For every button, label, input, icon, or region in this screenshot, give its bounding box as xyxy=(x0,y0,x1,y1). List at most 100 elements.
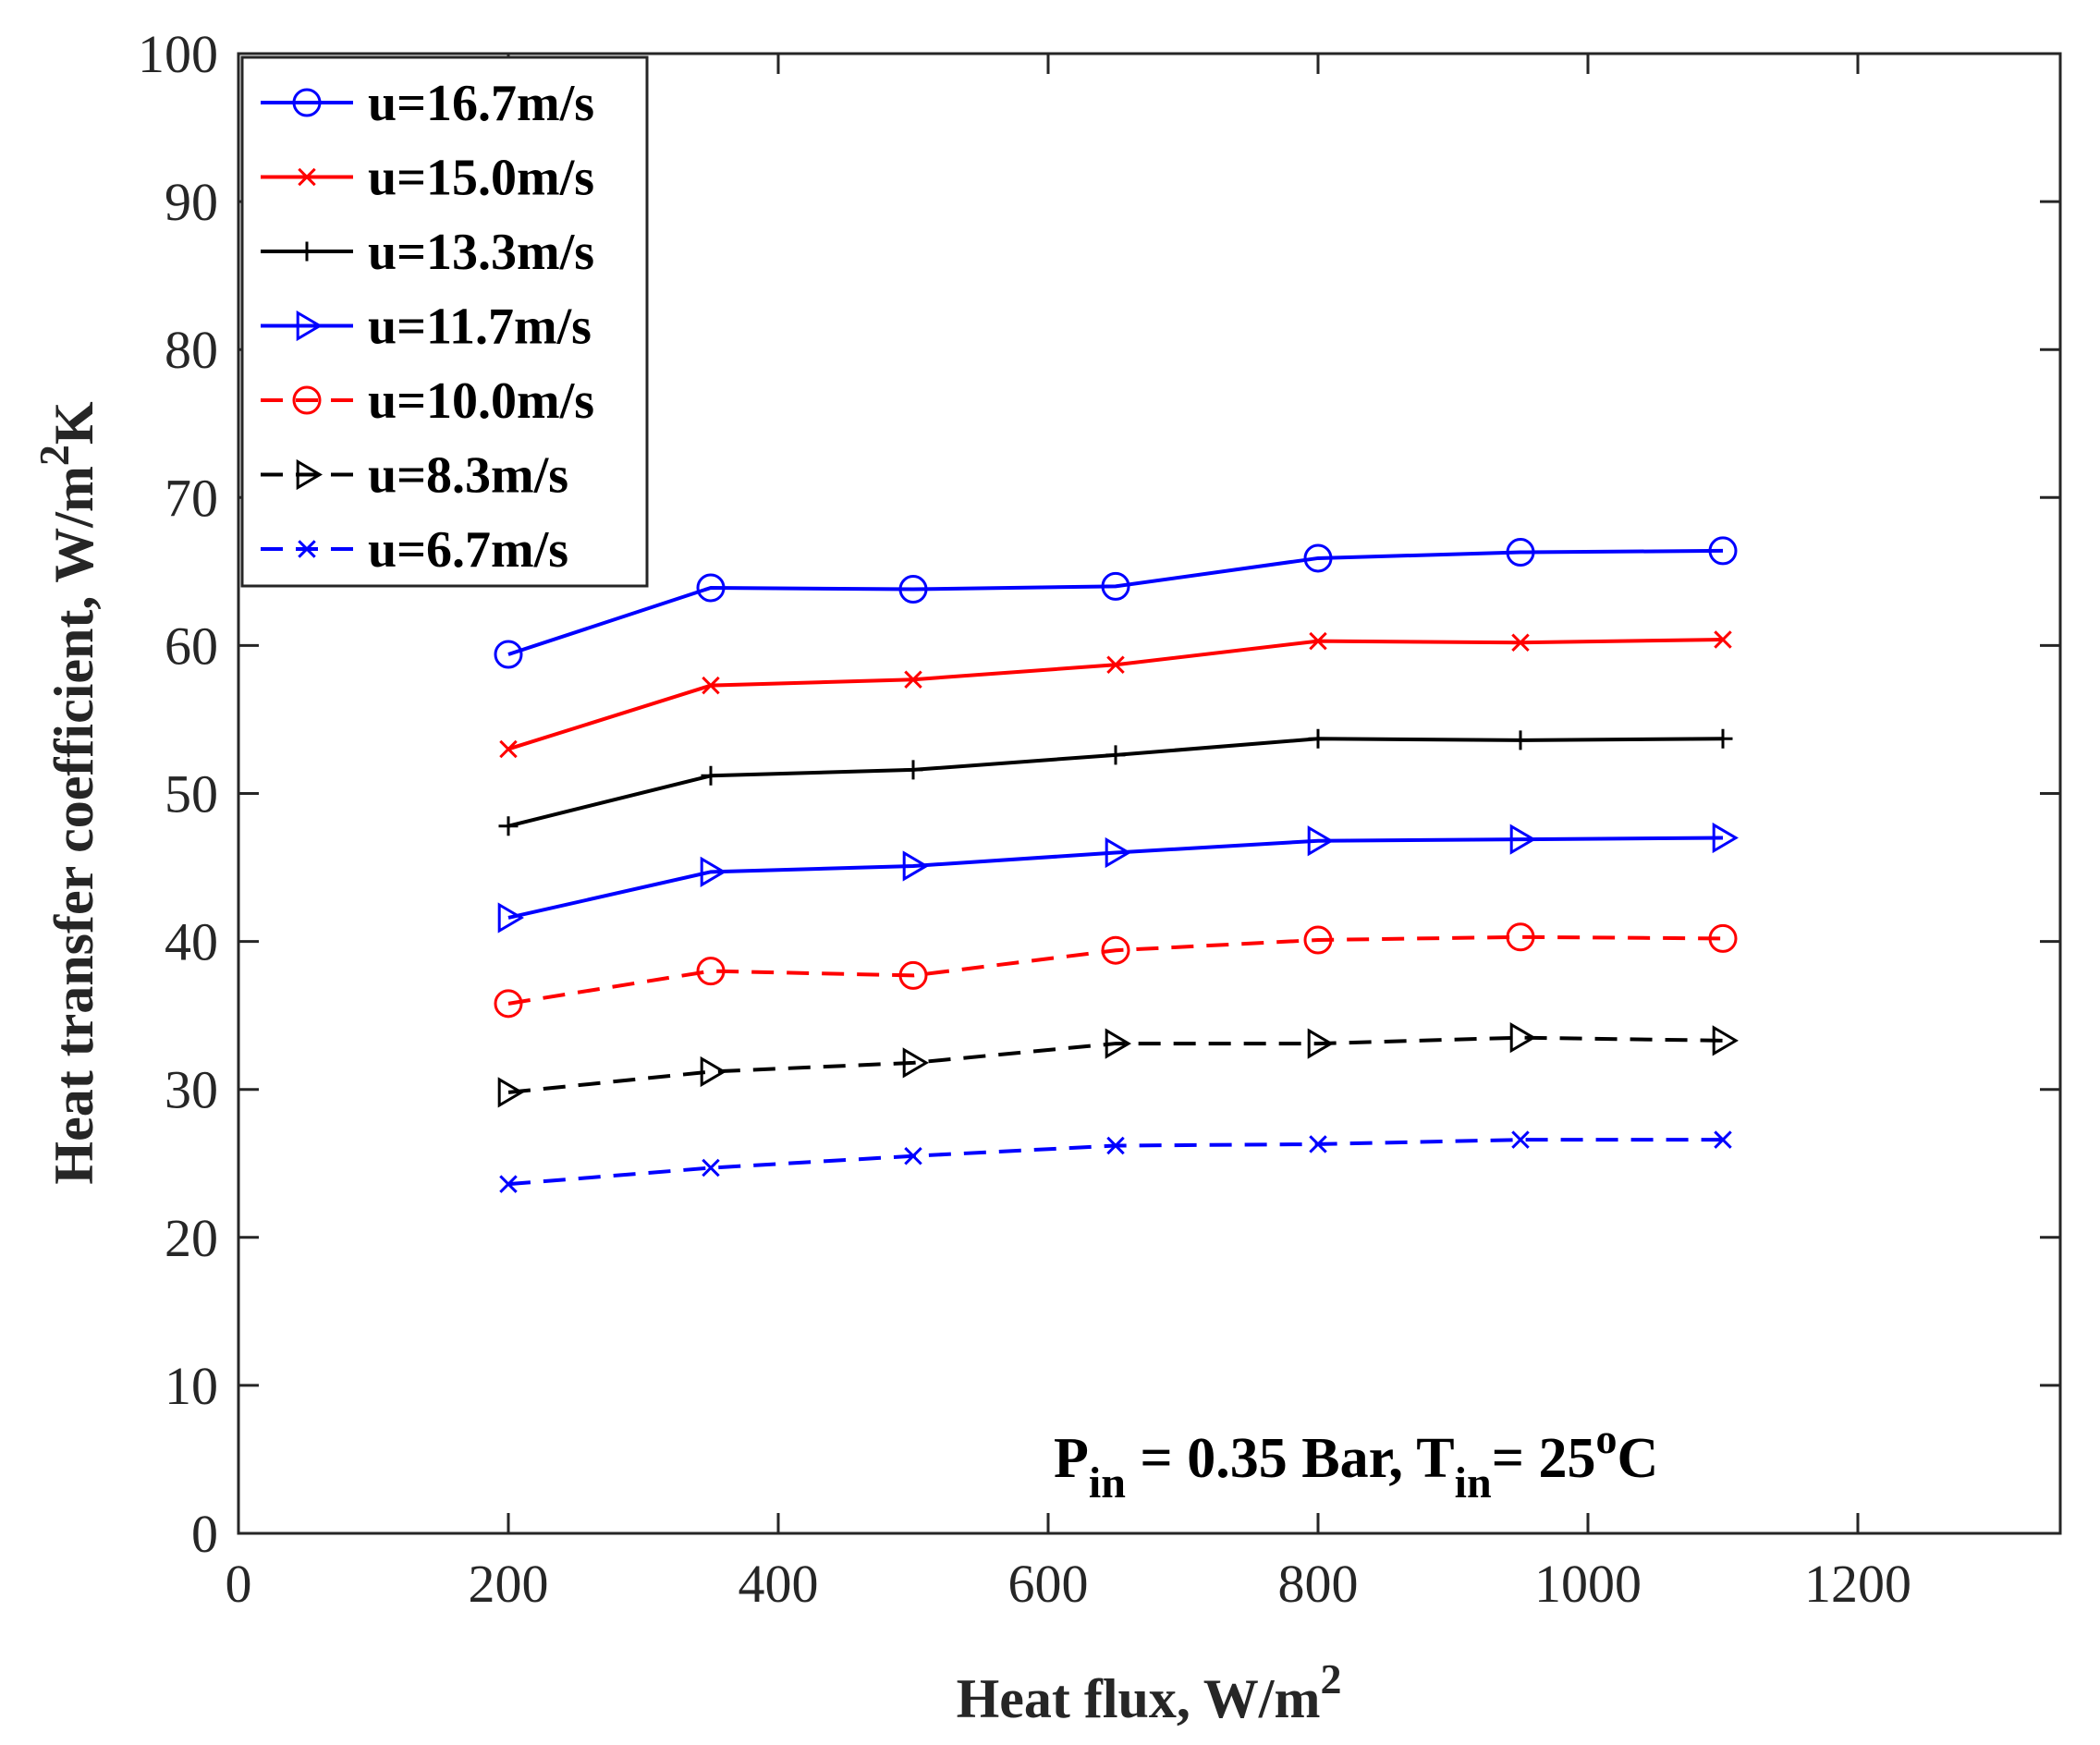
x-axis-title-main: Heat flux, W/m xyxy=(957,1668,1321,1729)
marker-circle xyxy=(898,960,928,990)
y-axis-title-tail: K xyxy=(43,401,104,445)
marker-triangle xyxy=(296,458,323,491)
anno-deg-sup: o xyxy=(1596,1415,1618,1462)
series-5 xyxy=(497,1022,1739,1108)
series-1 xyxy=(499,630,1732,759)
marker-circle xyxy=(1708,923,1738,953)
condition-annotation: Pin = 0.35 Bar, Tin= 25oC xyxy=(1054,1415,1658,1507)
x-tick-label: 1000 xyxy=(1534,1554,1642,1614)
marker-x xyxy=(702,1158,720,1178)
marker-plus xyxy=(498,816,519,836)
series-line xyxy=(507,934,1724,1006)
marker-triangle xyxy=(1712,822,1739,854)
marker-circle xyxy=(1506,922,1535,952)
x-tick-label: 800 xyxy=(1278,1554,1359,1614)
marker-circle xyxy=(1303,543,1333,573)
y-tick-label: 60 xyxy=(165,616,218,676)
marker-triangle xyxy=(1712,1025,1739,1056)
marker-plus xyxy=(1105,745,1126,765)
marker-triangle xyxy=(497,902,524,934)
marker-plus xyxy=(1308,728,1328,749)
y-tick-label: 70 xyxy=(165,468,218,528)
y-tick-label: 90 xyxy=(165,172,218,232)
legend: u=16.7m/s u=15.0m/s u=13.3m/s u=11.7m/s u=10… xyxy=(240,55,649,588)
legend-item: u=10.0m/s xyxy=(261,372,594,430)
y-tick-label: 50 xyxy=(165,764,218,824)
y-tick-label: 0 xyxy=(191,1504,218,1564)
marker-circle xyxy=(1506,538,1535,567)
marker-x xyxy=(1511,633,1530,652)
y-tick-label: 100 xyxy=(138,24,218,84)
legend-label: u=10.0m/s xyxy=(368,372,594,430)
series-3 xyxy=(497,822,1739,934)
marker-x xyxy=(298,167,316,187)
x-tick-label: 400 xyxy=(739,1554,819,1614)
series-line xyxy=(507,548,1724,656)
marker-circle xyxy=(292,88,322,117)
marker-triangle xyxy=(1307,825,1334,857)
y-tick-label: 30 xyxy=(165,1060,218,1120)
legend-label: u=6.7m/s xyxy=(368,521,568,579)
marker-triangle xyxy=(1307,1028,1334,1059)
marker-x xyxy=(499,739,518,759)
tick-layer: 0 200 400 600 800 1000 1200 0 10 20 30 40 50 60 70 80 90… xyxy=(138,24,2060,1614)
marker-circle xyxy=(494,640,523,669)
marker-circle xyxy=(1101,571,1130,601)
marker-triangle xyxy=(700,1056,726,1088)
marker-triangle xyxy=(1105,836,1131,869)
marker-circle xyxy=(696,573,726,603)
legend-item: u=6.7m/s xyxy=(261,521,568,579)
anno-p-sub: in xyxy=(1089,1458,1126,1507)
marker-triangle xyxy=(497,1077,524,1108)
marker-circle xyxy=(1101,935,1130,965)
anno-unit: C xyxy=(1618,1427,1659,1490)
marker-plus xyxy=(1510,730,1531,750)
marker-plus xyxy=(1713,728,1733,749)
marker-x xyxy=(298,540,316,558)
marker-x xyxy=(1106,655,1125,674)
legend-box xyxy=(240,55,649,588)
series-4 xyxy=(494,922,1738,1019)
legend-item: u=11.7m/s xyxy=(261,299,592,356)
marker-circle xyxy=(696,957,726,986)
marker-x xyxy=(1714,630,1732,649)
marker-circle xyxy=(898,575,928,604)
marker-x xyxy=(904,670,922,689)
marker-plus xyxy=(297,241,317,262)
marker-triangle xyxy=(1105,1028,1131,1059)
marker-plus xyxy=(701,765,721,786)
marker-triangle xyxy=(1509,824,1536,855)
anno-t-sub: in xyxy=(1455,1458,1492,1507)
legend-label: u=15.0m/s xyxy=(368,150,594,207)
anno-t-value: = 25 xyxy=(1492,1427,1596,1490)
marker-x xyxy=(1106,1136,1125,1155)
marker-x xyxy=(702,676,720,695)
marker-plus xyxy=(903,760,923,780)
series-line xyxy=(507,1035,1724,1094)
x-tick-label: 1200 xyxy=(1804,1554,1911,1614)
series-line xyxy=(507,836,1724,920)
marker-circle xyxy=(1303,925,1333,955)
series-6 xyxy=(499,1130,1732,1193)
marker-x xyxy=(1309,1135,1327,1153)
legend-label: u=16.7m/s xyxy=(368,75,594,132)
series-layer xyxy=(494,536,1739,1193)
x-axis-title: Heat flux, W/m2 xyxy=(957,1655,1342,1729)
y-axis-title: Heat transfer coefficient, W/m2K xyxy=(31,401,104,1185)
legend-label: u=13.3m/s xyxy=(368,224,594,281)
x-tick-label: 600 xyxy=(1008,1554,1089,1614)
marker-triangle xyxy=(700,856,726,887)
marker-x xyxy=(1511,1130,1530,1149)
legend-item: u=16.7m/s xyxy=(261,75,594,132)
marker-circle xyxy=(494,989,523,1019)
anno-p: P xyxy=(1054,1427,1089,1490)
marker-x xyxy=(499,1175,518,1193)
y-axis-title-sup: 2 xyxy=(31,445,78,466)
legend-label: u=11.7m/s xyxy=(368,299,592,356)
anno-middle: = 0.35 Bar, T xyxy=(1126,1427,1455,1490)
legend-item: u=13.3m/s xyxy=(261,224,594,281)
x-tick-label: 200 xyxy=(469,1554,549,1614)
marker-x xyxy=(1714,1130,1732,1149)
x-tick-label: 0 xyxy=(226,1554,252,1614)
